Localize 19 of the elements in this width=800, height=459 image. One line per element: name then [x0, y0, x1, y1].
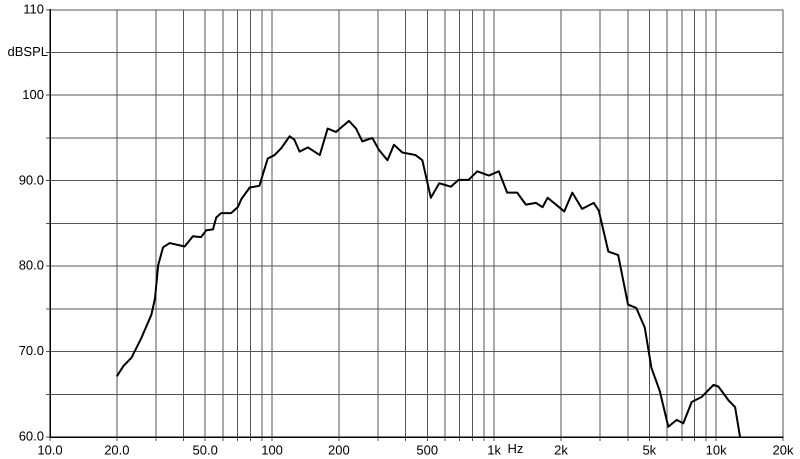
x-tick-label: 50.0	[192, 442, 218, 458]
x-tick-label: 500	[416, 442, 438, 458]
y-tick-label: 110	[23, 1, 44, 16]
y-tick-label: 100	[22, 86, 44, 102]
y-tick-label: 80.0	[18, 258, 44, 273]
y-tick-label: 70.0	[18, 343, 44, 358]
y-tick-label: 60.0	[18, 428, 44, 444]
x-tick-label: 200	[328, 442, 350, 458]
y-tick-label: 90.0	[18, 172, 44, 188]
x-axis-title: Hz	[508, 441, 524, 456]
x-tick-label: 20k	[772, 442, 794, 458]
x-tick-label: 10.0	[37, 442, 63, 458]
x-tick-label: 2k	[554, 442, 568, 458]
y-axis-title: dBSPL	[8, 44, 48, 60]
x-tick-label: 100	[261, 442, 283, 458]
x-tick-label: 5k	[642, 442, 657, 458]
x-tick-label: 20.0	[104, 442, 130, 458]
x-tick-label: 10k	[706, 442, 728, 458]
x-tick-label: 1k	[487, 442, 502, 458]
